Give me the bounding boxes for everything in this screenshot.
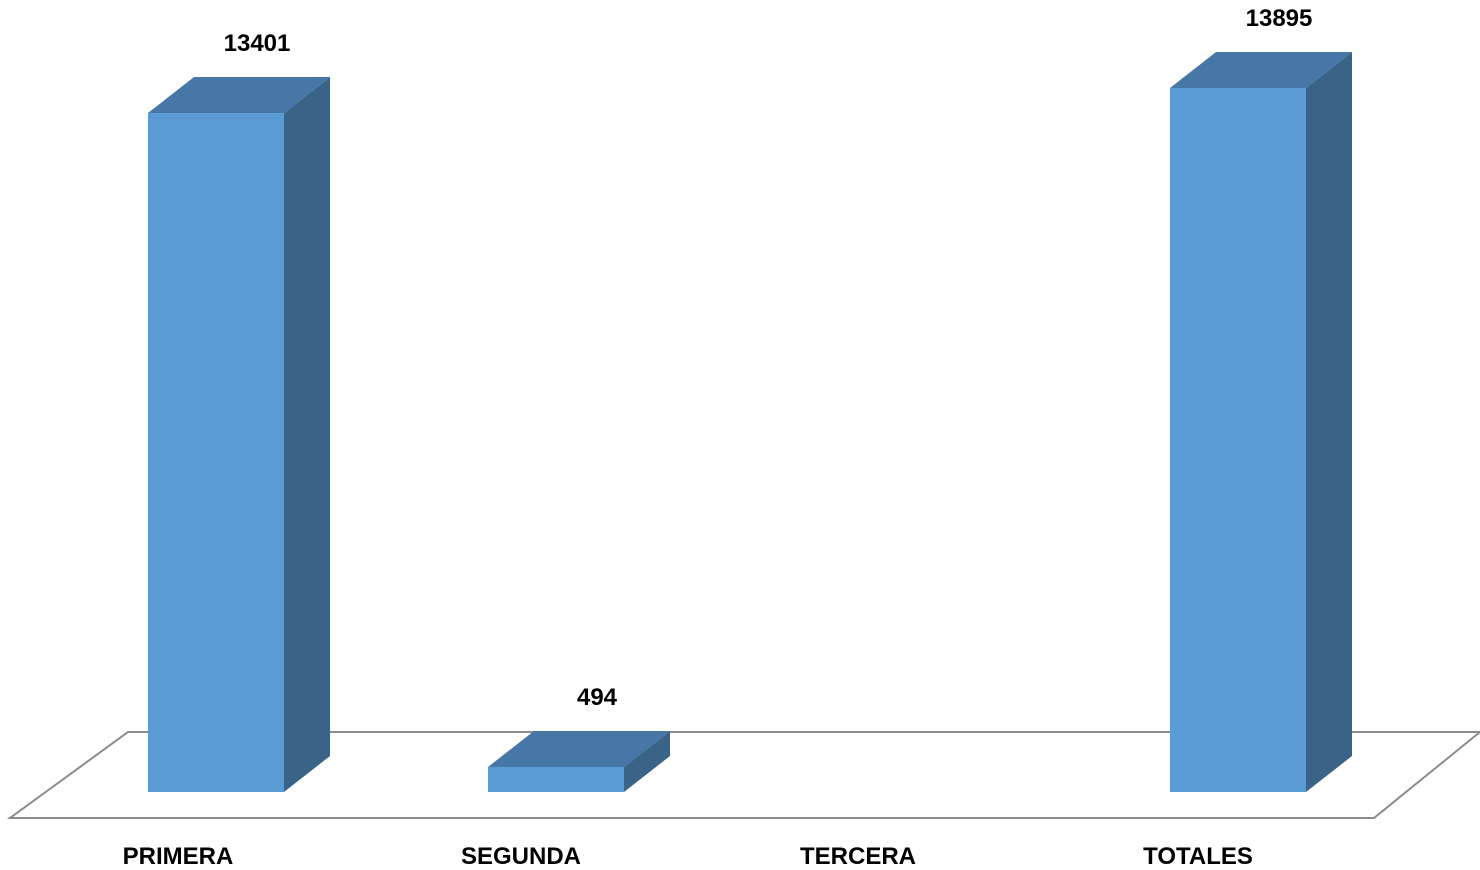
bar-segunda-side (624, 730, 670, 792)
bar-segunda-top (488, 730, 670, 767)
bars-group (148, 52, 1352, 792)
bar-primera (148, 77, 330, 792)
data-label-totales: 13895 (1246, 5, 1313, 32)
bar-totales-front (1170, 88, 1306, 792)
bar-primera-side (284, 77, 330, 792)
category-labels-group: PRIMERA SEGUNDA TERCERA TOTALES (123, 843, 1253, 870)
bar-segunda-front (488, 766, 624, 792)
bar-totales-top (1170, 52, 1352, 88)
bar-primera-top (148, 77, 330, 114)
bar-segunda (488, 730, 670, 792)
bar-totales-side (1306, 52, 1352, 792)
data-label-primera: 13401 (224, 30, 291, 57)
bar-primera-front (148, 113, 284, 792)
category-label-segunda: SEGUNDA (461, 843, 581, 870)
category-label-totales: TOTALES (1143, 843, 1253, 870)
category-label-primera: PRIMERA (123, 843, 234, 870)
chart-floor (6, 731, 1480, 819)
data-labels-group: 13401 494 13895 (224, 5, 1313, 711)
bar-totales (1170, 52, 1352, 792)
data-label-segunda: 494 (577, 684, 618, 711)
category-label-tercera: TERCERA (800, 843, 916, 870)
